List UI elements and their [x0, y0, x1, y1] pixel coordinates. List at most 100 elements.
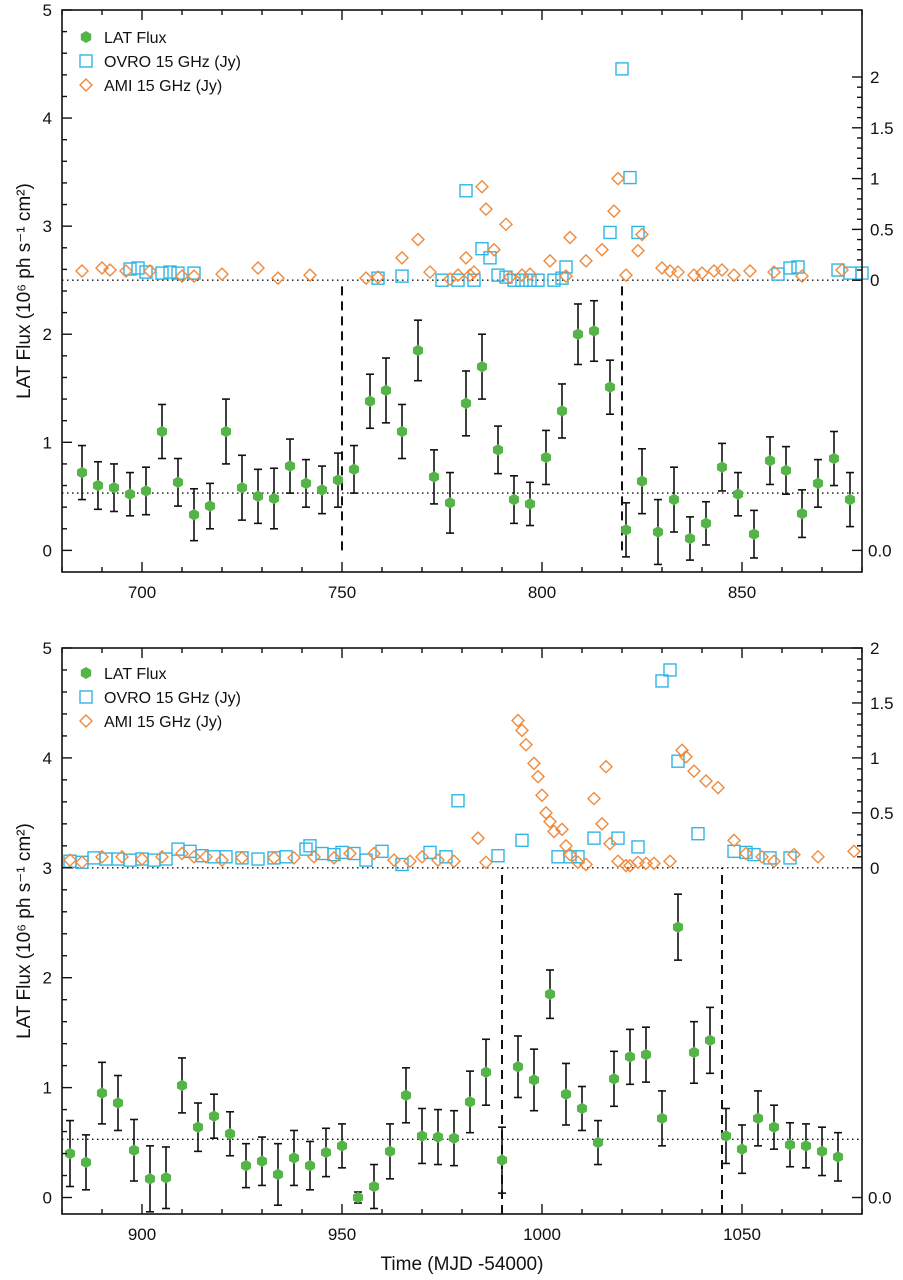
- bottom-x-axis-label: Time (MJD -54000): [381, 1254, 544, 1275]
- bottom-x-tick-label: 950: [328, 1225, 356, 1244]
- bottom-legend: LAT Flux OVRO 15 GHz (Jy) AMI 15 GHz (Jy…: [79, 666, 241, 731]
- top-ovro-point: [451, 273, 465, 287]
- top-y-tick-label: 4: [43, 109, 52, 128]
- bottom-lat-point: [672, 921, 684, 933]
- bottom-lat-point: [768, 1121, 780, 1133]
- bottom-lat-point: [208, 1110, 220, 1122]
- bottom-ami-point: [539, 805, 553, 820]
- bottom-ovro-point: [299, 842, 313, 856]
- top-y-tick-label: 3: [43, 217, 52, 236]
- bottom-lat-point: [784, 1139, 796, 1151]
- top-ovro-point: [523, 273, 537, 287]
- top-lat-point: [460, 397, 472, 410]
- bottom-ovro-point: [159, 852, 173, 866]
- bottom-lat-point: [512, 1060, 524, 1073]
- top-ovro-point: [163, 265, 177, 279]
- bottom-ovro-point: [663, 663, 677, 677]
- bottom-ami-point: [543, 814, 557, 829]
- bottom-ami-point: [699, 773, 713, 788]
- top-ami-point: [707, 264, 721, 279]
- bottom-ovro-point: [123, 853, 137, 867]
- top-ovro-point: [831, 263, 845, 277]
- top-ami-point: [143, 264, 157, 279]
- bottom-lat-point: [448, 1132, 460, 1144]
- bottom-ami-point: [787, 847, 801, 862]
- top-lat-point: [668, 493, 680, 506]
- bottom-ovro-point: [347, 846, 361, 861]
- top-ami-point: [215, 267, 229, 282]
- top-ami-point: [463, 268, 477, 283]
- bottom-ami-point: [115, 849, 129, 864]
- top-y-axis-label: LAT Flux (10⁶ ph s⁻¹ cm²): [14, 183, 35, 399]
- top-legend-ami-label: AMI 15 GHz (Jy): [104, 78, 222, 95]
- bottom-ovro-point: [655, 674, 669, 688]
- bottom-lat-point: [816, 1145, 828, 1158]
- bottom-ami-point: [531, 769, 545, 784]
- top-lat-point: [156, 425, 168, 438]
- top-x-tick-label: 800: [528, 583, 556, 602]
- bottom-lat-point: [304, 1159, 316, 1172]
- bottom-lat-point: [128, 1144, 140, 1157]
- bottom-ami-point: [75, 855, 89, 870]
- top-ami-point: [467, 265, 481, 280]
- bottom-ami-point: [675, 743, 689, 758]
- top-ami-point: [443, 272, 457, 287]
- bottom-lat-point: [144, 1173, 156, 1185]
- bottom-ovro-point: [75, 855, 89, 870]
- bottom-ovro-point: [327, 847, 341, 862]
- bottom-lat-point: [832, 1151, 844, 1163]
- top-ami-point: [671, 265, 685, 280]
- top-lat-point: [252, 490, 264, 503]
- top-lat-point: [236, 481, 248, 494]
- top-lat-point: [476, 360, 488, 373]
- top-lat-point: [268, 492, 280, 505]
- bottom-ami-point: [215, 853, 229, 868]
- bottom-ami-point: [571, 855, 585, 870]
- bottom-ovro-point: [515, 833, 529, 848]
- bottom-x-tick-label: 1050: [723, 1225, 761, 1244]
- top-lat-point: [220, 425, 232, 438]
- bottom-legend-ami-label: AMI 15 GHz (Jy): [104, 714, 222, 731]
- top-ovro-point: [791, 260, 805, 274]
- bottom-ovro-point: [491, 849, 505, 863]
- bottom-ami-point: [559, 838, 573, 853]
- top-panel: 700 750 800 850 0 1 2 3 4 5 0 0.5 1 1.5 2 0.0 LAT Flux …: [14, 1, 894, 602]
- top-lat-point: [764, 454, 776, 467]
- top-ami-point: [523, 267, 537, 282]
- top-lat-point: [412, 344, 424, 357]
- bottom-lat-point: [736, 1143, 748, 1155]
- top-lat-point: [316, 484, 328, 496]
- bottom-lat-point: [480, 1066, 492, 1078]
- top-ami-point: [743, 264, 757, 279]
- top-panel-marks: [62, 62, 869, 566]
- top-ami-point: [715, 263, 729, 278]
- bottom-ami-point: [599, 759, 613, 774]
- bottom-ami-point: [287, 850, 301, 865]
- bottom-ami-point: [619, 858, 633, 873]
- bottom-ami-point: [431, 853, 445, 868]
- bottom-lat-point: [624, 1051, 636, 1063]
- bottom-ami-point: [547, 824, 561, 839]
- top-ovro-point: [783, 261, 797, 275]
- bottom-ami-point: [579, 857, 593, 872]
- bottom-lat-point: [256, 1155, 268, 1167]
- top-lat-point: [556, 405, 568, 417]
- top-ovro-point: [615, 62, 629, 76]
- bottom-lat-point: [656, 1112, 668, 1125]
- top-ovro-point: [623, 170, 637, 185]
- top-lat-point: [284, 460, 296, 472]
- bottom-ami-point: [307, 849, 321, 864]
- top-ovro-point: [187, 266, 201, 280]
- bottom-ami-point: [95, 849, 109, 864]
- bottom-y-tick-label: 3: [43, 859, 52, 878]
- bottom-lat-point: [592, 1136, 604, 1149]
- top-ami-point: [635, 227, 649, 242]
- bottom-x-tick-label: 1000: [523, 1225, 561, 1244]
- top-lat-point: [172, 476, 184, 489]
- top-lat-point: [396, 425, 408, 438]
- bottom-ami-point: [63, 853, 77, 868]
- top-y-right-tick-label: 2: [870, 68, 879, 87]
- bottom-ami-point: [611, 854, 625, 869]
- top-ami-point: [663, 264, 677, 279]
